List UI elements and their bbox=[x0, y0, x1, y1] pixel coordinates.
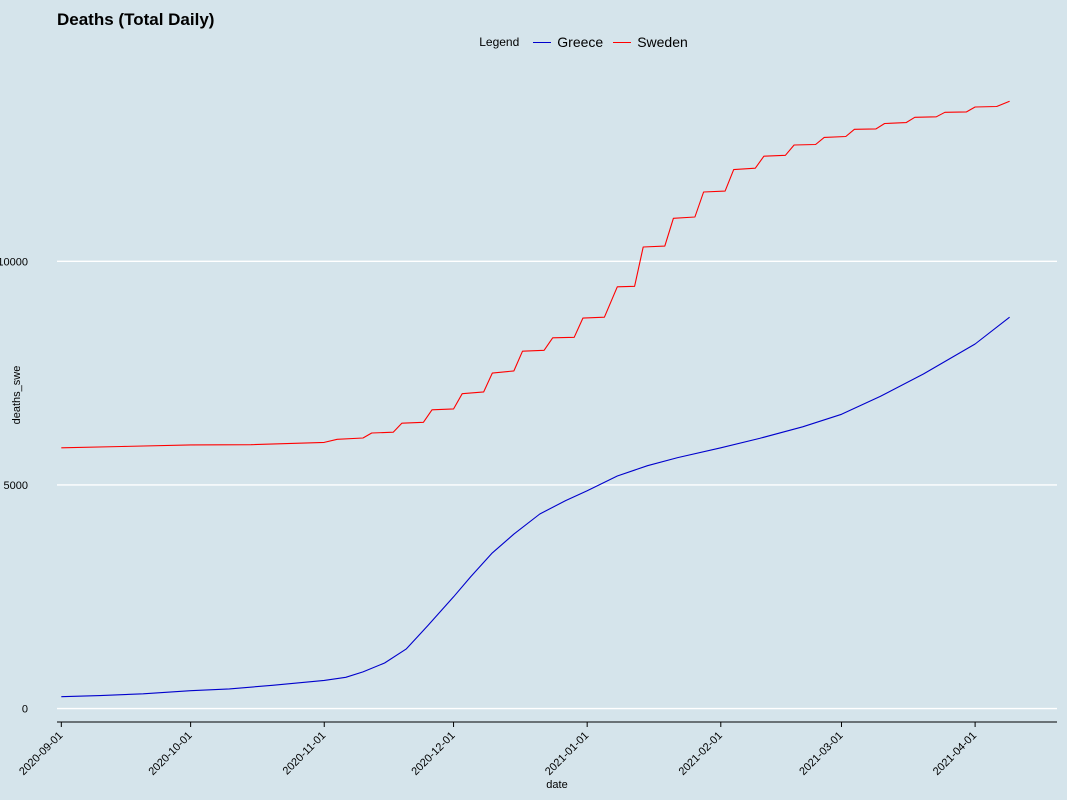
legend: Legend Greece Sweden bbox=[0, 34, 1067, 50]
legend-key-greece bbox=[533, 41, 552, 43]
series-line-sweden bbox=[61, 100, 1010, 449]
legend-title: Legend bbox=[479, 35, 520, 49]
y-tick-label: 10000 bbox=[0, 256, 28, 268]
y-axis-title: deaths_swe bbox=[11, 366, 23, 425]
y-tick-label: 0 bbox=[22, 704, 28, 716]
x-tick-label: 2021-01-01 bbox=[543, 730, 591, 778]
legend-key-sweden bbox=[613, 41, 632, 43]
y-tick-label: 5000 bbox=[4, 480, 28, 492]
x-tick-label: 2021-03-01 bbox=[797, 730, 845, 778]
legend-item-greece: Greece bbox=[533, 34, 603, 50]
x-tick-label: 2020-10-01 bbox=[146, 730, 194, 778]
x-tick-label: 2021-04-01 bbox=[931, 730, 979, 778]
legend-label-greece: Greece bbox=[557, 34, 604, 50]
chart-title: Deaths (Total Daily) bbox=[57, 10, 215, 29]
x-tick-label: 2020-09-01 bbox=[17, 730, 65, 778]
x-tick-label: 2020-12-01 bbox=[409, 730, 457, 778]
legend-label-sweden: Sweden bbox=[637, 34, 688, 50]
series-line-greece bbox=[61, 316, 1010, 698]
x-tick-label: 2020-11-01 bbox=[281, 730, 329, 778]
x-tick-label: 2021-02-01 bbox=[677, 730, 725, 778]
x-axis-title: date bbox=[546, 779, 567, 791]
legend-item-sweden: Sweden bbox=[613, 34, 688, 50]
